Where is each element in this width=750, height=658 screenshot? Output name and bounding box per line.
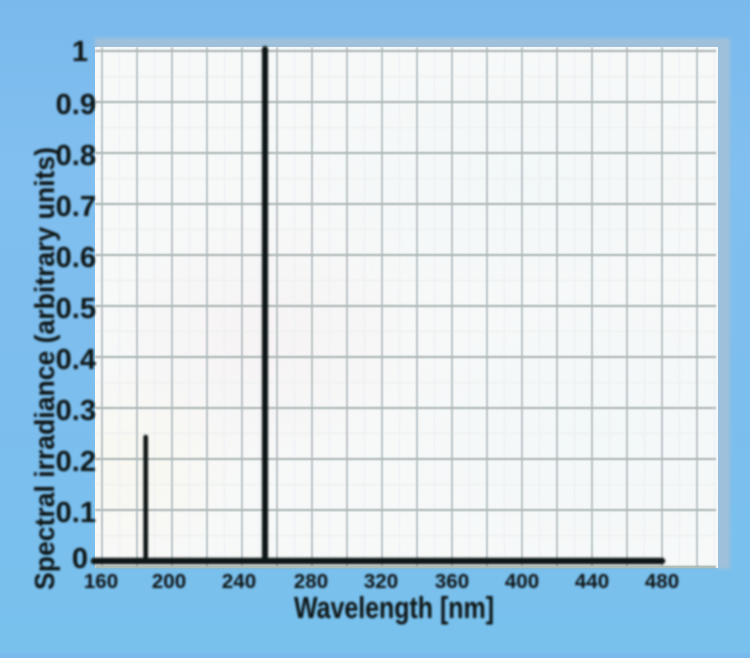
- svg-text:160: 160: [84, 570, 118, 593]
- svg-text:0.3: 0.3: [56, 395, 96, 427]
- svg-text:360: 360: [435, 570, 469, 593]
- svg-text:400: 400: [505, 570, 539, 593]
- svg-text:0.9: 0.9: [56, 89, 96, 121]
- svg-text:240: 240: [222, 570, 256, 593]
- svg-text:0.5: 0.5: [56, 293, 96, 325]
- svg-text:320: 320: [364, 570, 398, 593]
- svg-text:280: 280: [294, 570, 328, 593]
- svg-text:Spectral irradiance (arbitrary: Spectral irradiance (arbitrary units): [29, 147, 60, 590]
- svg-text:0.2: 0.2: [56, 446, 96, 478]
- svg-text:Wavelength [nm]: Wavelength [nm]: [294, 590, 494, 625]
- svg-text:440: 440: [575, 570, 609, 593]
- svg-text:0: 0: [72, 543, 88, 575]
- svg-text:200: 200: [152, 570, 186, 593]
- svg-text:0.7: 0.7: [56, 191, 96, 223]
- svg-text:0.6: 0.6: [56, 242, 96, 274]
- svg-text:0.4: 0.4: [56, 344, 96, 376]
- svg-text:0.8: 0.8: [56, 140, 96, 172]
- svg-text:0.1: 0.1: [56, 497, 96, 529]
- svg-text:1: 1: [72, 36, 88, 68]
- svg-text:480: 480: [645, 570, 679, 593]
